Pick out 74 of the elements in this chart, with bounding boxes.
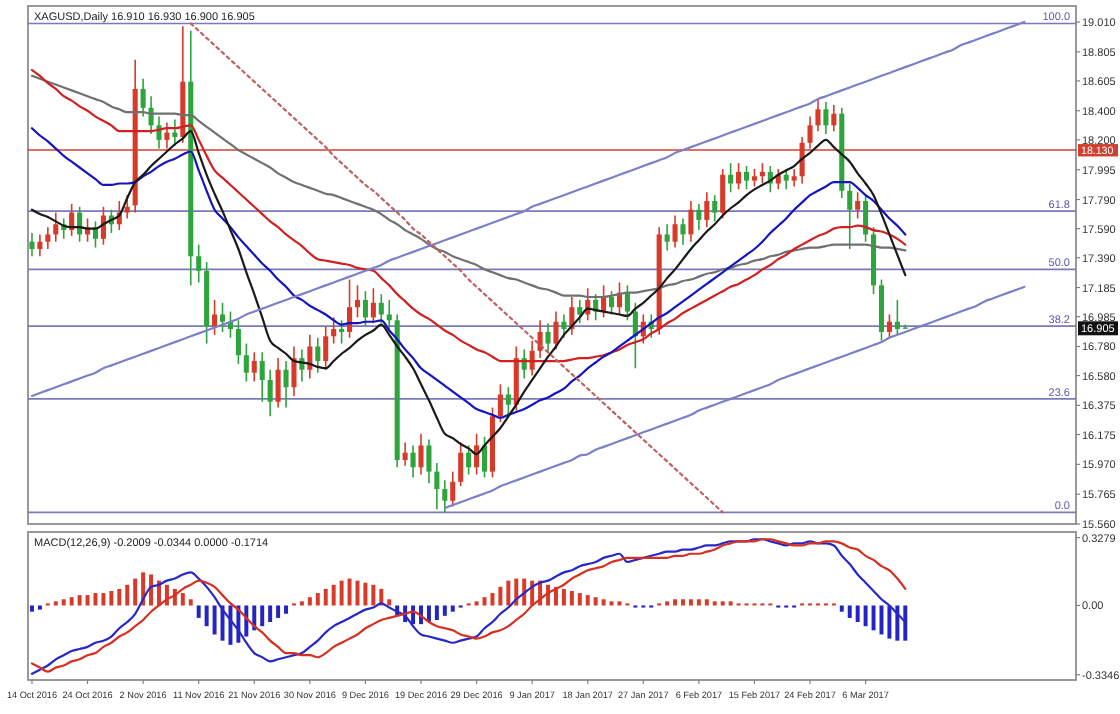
candlestick <box>886 313 892 339</box>
candlestick <box>704 191 710 228</box>
candlestick <box>831 104 837 132</box>
candlestick <box>458 441 464 487</box>
candlestick <box>823 101 829 135</box>
candlestick <box>418 432 424 476</box>
candlestick <box>315 336 321 374</box>
candlestick <box>362 290 368 327</box>
candlestick <box>251 351 257 383</box>
candlestick <box>283 360 289 409</box>
candlestick <box>172 118 178 147</box>
candlestick <box>878 278 885 342</box>
candlestick <box>339 319 345 345</box>
candlestick <box>124 194 130 220</box>
candlestick <box>212 299 218 336</box>
candlestick <box>863 194 869 243</box>
candlestick <box>728 162 734 194</box>
candlestick <box>323 325 329 371</box>
candlestick <box>513 345 519 412</box>
candlestick <box>275 357 281 409</box>
candlestick <box>505 386 511 418</box>
candlestick <box>450 470 456 508</box>
candlestick <box>354 284 361 319</box>
candlestick <box>410 444 416 479</box>
candlestick <box>894 299 900 336</box>
candlestick <box>140 77 146 118</box>
candlestick <box>743 165 750 191</box>
candlestick <box>736 162 742 191</box>
candlestick <box>331 316 337 345</box>
candlestick <box>696 203 702 231</box>
candlestick <box>553 310 559 351</box>
candlestick <box>577 299 583 324</box>
candlestick <box>37 233 43 258</box>
candlestick <box>855 191 861 220</box>
candlestick <box>156 115 162 150</box>
candlestick <box>243 342 249 383</box>
line-series <box>189 22 724 514</box>
candlestick <box>759 162 765 185</box>
candlestick <box>783 168 789 191</box>
candlestick <box>672 214 678 249</box>
line-series <box>30 20 1026 398</box>
candlestick <box>466 444 472 476</box>
candlestick <box>386 299 392 330</box>
candlestick <box>775 168 781 191</box>
candlestick <box>624 284 630 322</box>
candlestick <box>291 345 297 397</box>
candlestick <box>497 383 503 423</box>
candlestick <box>545 322 551 354</box>
candlestick <box>402 441 408 467</box>
candlestick <box>347 278 353 339</box>
candlestick <box>664 223 670 252</box>
candlestick <box>680 217 686 246</box>
candlestick <box>307 334 313 380</box>
candlestick <box>259 351 265 403</box>
candlestick <box>720 168 726 220</box>
candlestick <box>219 302 226 333</box>
candlestick <box>847 182 853 250</box>
candlestick <box>235 319 241 365</box>
candlestick <box>434 462 440 511</box>
candlestick <box>815 98 821 132</box>
line-series <box>443 285 1026 510</box>
candlestick <box>481 435 488 479</box>
candlestick <box>712 194 718 223</box>
candlestick <box>45 226 51 250</box>
candlestick <box>561 313 567 339</box>
candlestick <box>196 243 202 284</box>
candlestick <box>29 232 35 258</box>
candlestick <box>426 438 432 485</box>
candlestick <box>442 479 448 514</box>
candlestick <box>53 211 59 243</box>
candlestick <box>688 200 694 243</box>
candlestick <box>267 368 273 418</box>
candlestick <box>378 293 384 324</box>
candlestick <box>370 287 376 324</box>
